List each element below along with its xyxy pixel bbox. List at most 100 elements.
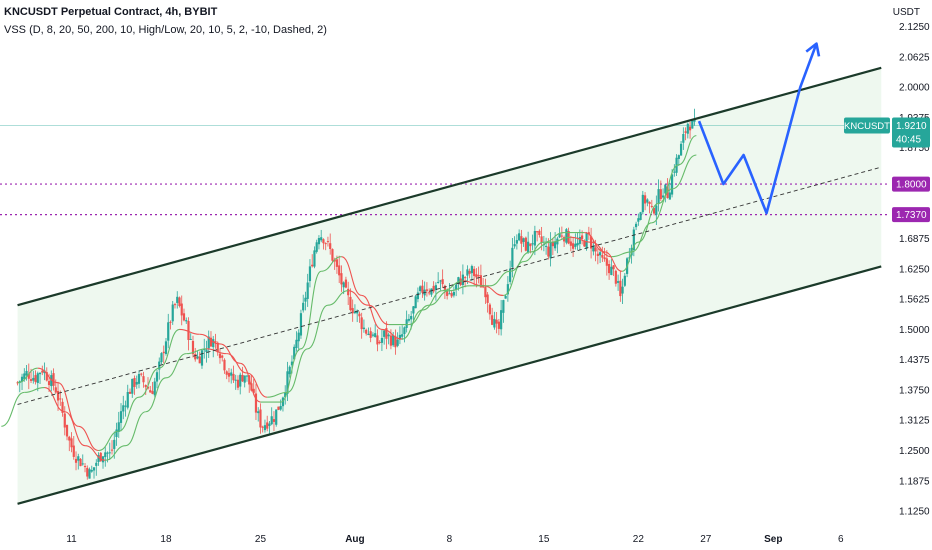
candle-body [164, 341, 168, 354]
ema-fast-segment [17, 367, 38, 384]
candle [261, 425, 264, 433]
candle-body [432, 285, 435, 292]
candle [86, 465, 89, 480]
candle [679, 141, 683, 156]
candle-body [68, 436, 71, 441]
candle-body [574, 243, 577, 247]
candle [677, 154, 680, 167]
channel-lower-line[interactable] [17, 265, 882, 505]
price-axis[interactable]: 2.12502.06252.00001.93751.87501.68751.62… [899, 22, 930, 517]
candle-body [86, 467, 89, 477]
candle [194, 347, 197, 362]
time-tick-label: 11 [66, 534, 77, 545]
candle-body [261, 426, 264, 428]
candle [497, 318, 500, 336]
candle [491, 307, 494, 326]
candle-body [547, 246, 550, 257]
candle-body [374, 333, 377, 337]
candle-body [209, 337, 213, 347]
candle [392, 331, 395, 347]
candle-body [272, 419, 276, 422]
ema-slow-segment [246, 372, 268, 398]
candle [189, 333, 192, 340]
candle-body [99, 452, 102, 462]
candle [101, 456, 105, 469]
candle-body [536, 231, 539, 233]
candle-body [585, 233, 588, 249]
candle-body [428, 292, 431, 294]
candle [297, 329, 300, 352]
candle [198, 351, 201, 364]
candle [212, 335, 215, 358]
candle [466, 265, 469, 284]
ema-fast-segment [159, 328, 180, 369]
candle-body [664, 184, 667, 194]
indicator-legend[interactable]: VSS (D, 8, 20, 50, 200, 10, High/Low, 20… [4, 24, 327, 36]
projection-line[interactable] [697, 43, 818, 215]
ema-fast-segment [321, 256, 342, 272]
candle [549, 232, 552, 267]
candle-body [439, 280, 442, 282]
candle-body [223, 359, 226, 371]
candle-body [225, 371, 228, 375]
price-tick-label: 1.8750 [899, 143, 930, 154]
candle-body [56, 391, 60, 401]
candle-body [227, 372, 231, 377]
candle-body [668, 192, 671, 200]
candle-body [151, 391, 154, 394]
candle [596, 248, 599, 265]
candle-body [160, 353, 163, 363]
candle-body [88, 469, 91, 479]
candle-body [538, 230, 541, 235]
candle-body [657, 189, 660, 205]
candle-body [484, 286, 487, 298]
candle [254, 383, 258, 420]
candle [36, 371, 39, 392]
candle-body [416, 292, 420, 300]
candle-body [351, 308, 354, 314]
ema-slow-segment [267, 391, 288, 398]
candle-body [437, 281, 440, 283]
candle-body [128, 391, 132, 394]
candle [387, 332, 390, 345]
candle [513, 236, 516, 249]
candle-body [353, 311, 357, 314]
candle-body [340, 273, 343, 285]
candle [131, 378, 134, 398]
ema-fast-segment [361, 294, 383, 330]
candle [191, 335, 195, 358]
time-axis[interactable]: 11 18 25 Aug 8 15 22 27 Sep 6 [66, 534, 844, 545]
ema-slow-segment [1, 391, 25, 427]
ema-fast-segment [57, 382, 79, 427]
candle [209, 331, 213, 348]
candle [360, 312, 363, 339]
candle-body [441, 279, 444, 285]
candle-body [682, 134, 685, 143]
candle-body [189, 338, 192, 340]
candle-body [511, 247, 514, 268]
candle [461, 264, 464, 295]
channel-lines[interactable] [17, 66, 882, 505]
candle-body [477, 275, 480, 277]
projection-path[interactable] [697, 42, 821, 215]
candle [214, 333, 217, 349]
candle-body [619, 280, 622, 297]
candle [394, 329, 397, 355]
candle [313, 246, 316, 269]
candle [234, 374, 237, 390]
candle-body [691, 120, 694, 129]
channel-upper-line[interactable] [17, 66, 882, 307]
candle [565, 228, 568, 245]
chart-title: KNCUSDT Perpetual Contract, 4h, BYBIT [4, 6, 218, 18]
ema-slow-segment [550, 236, 571, 243]
channel-mid-line[interactable] [17, 166, 882, 405]
candle [616, 274, 620, 291]
price-tick-label: 1.2500 [899, 446, 930, 457]
candle-body [545, 245, 548, 247]
candle-body [461, 274, 464, 285]
candle [500, 299, 503, 336]
candle-body [515, 240, 518, 244]
candle-body [596, 253, 599, 256]
candle [178, 296, 181, 308]
